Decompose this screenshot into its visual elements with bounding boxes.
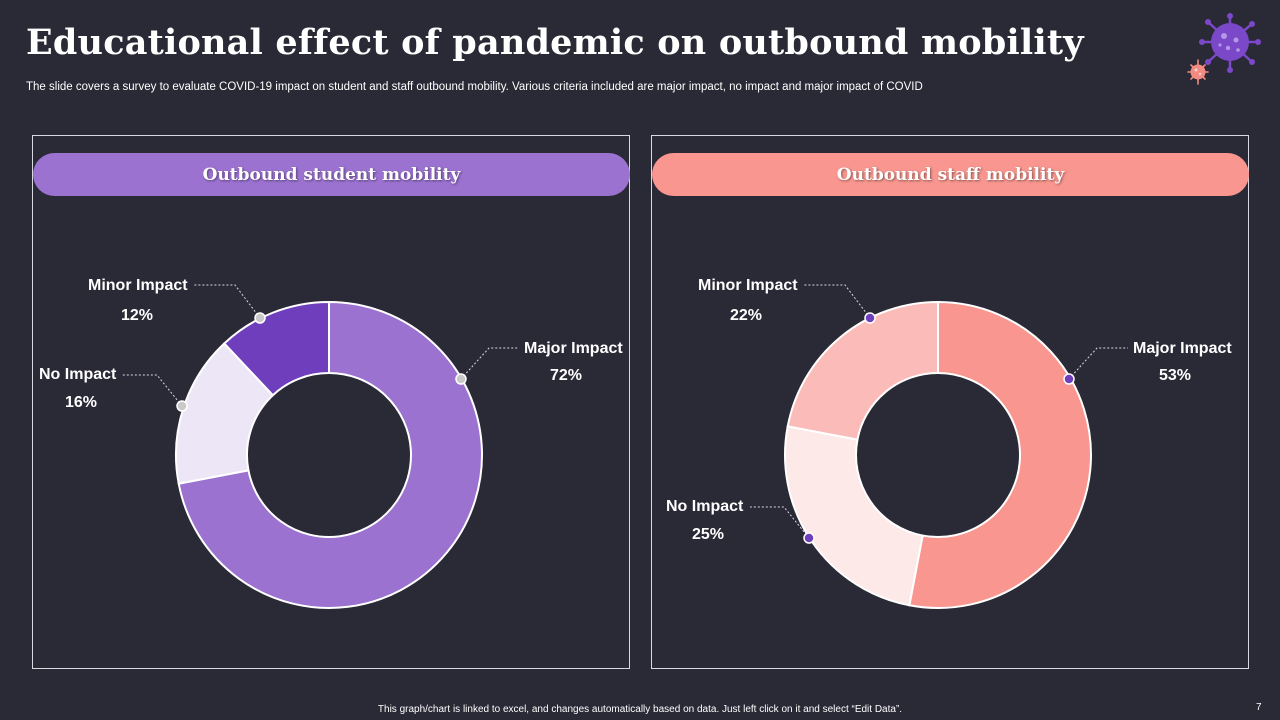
virus-icon (1187, 13, 1261, 85)
staff-value-major-impact: 53% (1159, 367, 1192, 384)
staff-leader-minor-impact (803, 284, 871, 319)
staff-slice-major-impact (908, 300, 1092, 609)
slide-subtitle: The slide covers a survey to evaluate CO… (26, 81, 923, 93)
student-value-minor-impact: 12% (121, 307, 154, 324)
staff-mobility-panel: Outbound staff mobility (651, 135, 1249, 669)
student-marker-no-impact (176, 400, 188, 412)
student-label-no-impact: No Impact (39, 366, 117, 383)
footer-note: This graph/chart is linked to excel, and… (377, 704, 903, 715)
student-value-no-impact: 16% (65, 394, 98, 411)
staff-value-no-impact: 25% (692, 526, 725, 543)
page-number: 7 (1256, 702, 1262, 713)
student-leader-minor-impact (193, 284, 261, 319)
staff-slice-no-impact (784, 425, 924, 607)
staff-value-minor-impact: 22% (730, 307, 763, 324)
student-leader-no-impact (122, 374, 183, 407)
staff-marker-minor-impact (864, 312, 876, 324)
staff-leader-no-impact (750, 506, 810, 539)
student-leader-major-impact (460, 347, 519, 380)
student-slice-minor-impact (222, 300, 330, 397)
student-label-major-impact: Major Impact (524, 340, 623, 357)
staff-mobility-header: Outbound staff mobility (652, 153, 1249, 196)
staff-marker-major-impact (1063, 373, 1075, 385)
student-mobility-header: Outbound student mobility (33, 153, 630, 196)
staff-slice-minor-impact (786, 300, 939, 441)
staff-marker-no-impact (803, 532, 815, 544)
student-marker-major-impact (455, 373, 467, 385)
staff-label-major-impact: Major Impact (1133, 340, 1232, 357)
student-slice-major-impact (177, 300, 483, 609)
staff-label-no-impact: No Impact (666, 498, 744, 515)
student-marker-minor-impact (254, 312, 266, 324)
staff-label-minor-impact: Minor Impact (698, 277, 798, 294)
student-label-minor-impact: Minor Impact (88, 277, 188, 294)
slide-title: Educational effect of pandemic on outbou… (26, 22, 1084, 63)
student-value-major-impact: 72% (550, 367, 583, 384)
staff-leader-major-impact (1068, 347, 1128, 380)
student-mobility-panel: Outbound student mobility (32, 135, 630, 669)
